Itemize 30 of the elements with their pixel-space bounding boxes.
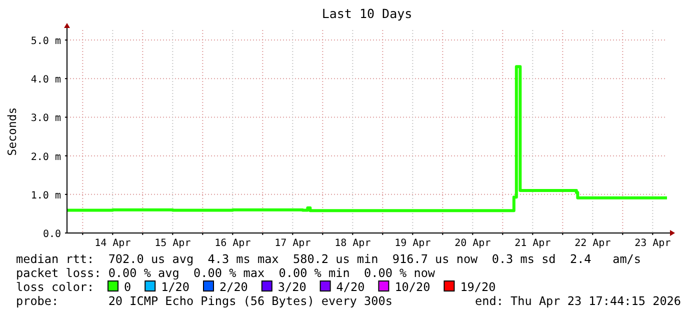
text: end: Thu Apr 23 17:44:15 2026 [475, 294, 681, 308]
legend-label: 19/20 [460, 280, 496, 294]
legend-title: loss color: [16, 280, 94, 294]
text: median rtt: 702.0 us avg 4.3 ms max 580.2 us min 916.7 us now 0.3 ms sd 2.4 am/s [16, 252, 642, 266]
x-tick-label: 19 Apr [394, 238, 431, 249]
x-tick-label: 17 Apr [274, 238, 311, 249]
text: packet loss: 0.00 % avg 0.00 % max 0.00 % min 0.00 % now [16, 266, 436, 280]
chart-title: Last 10 Days [322, 6, 412, 21]
x-tick-label: 22 Apr [574, 238, 611, 249]
x-tick-label: 21 Apr [514, 238, 551, 249]
y-tick-label: 1.0 m [30, 190, 61, 202]
x-tick-label: 20 Apr [454, 238, 491, 249]
x-tick-label: 16 Apr [214, 238, 251, 249]
x-tick-label: 23 Apr [634, 238, 671, 249]
legend-label: 10/20 [394, 280, 430, 294]
legend-label: 0 [124, 280, 132, 294]
legend-label: 2/20 [220, 280, 248, 294]
legend-label: 1/20 [161, 280, 190, 294]
y-tick-label: 0.0 [42, 229, 61, 240]
x-tick-label: 18 Apr [334, 238, 371, 249]
y-tick-label: 4.0 m [30, 74, 61, 86]
y-tick-label: 5.0 m [30, 36, 61, 48]
legend-label: 3/20 [278, 280, 306, 294]
y-tick-label: 3.0 m [30, 113, 61, 124]
y-tick-label: 2.0 m [30, 152, 61, 163]
legend-label: 4/20 [336, 280, 365, 294]
x-tick-label: 14 Apr [94, 238, 131, 249]
y-axis-title: Seconds [5, 107, 19, 156]
x-tick-label: 15 Apr [154, 238, 191, 249]
text: probe: 20 ICMP Echo Pings (56 Bytes) every 300s [16, 294, 392, 308]
